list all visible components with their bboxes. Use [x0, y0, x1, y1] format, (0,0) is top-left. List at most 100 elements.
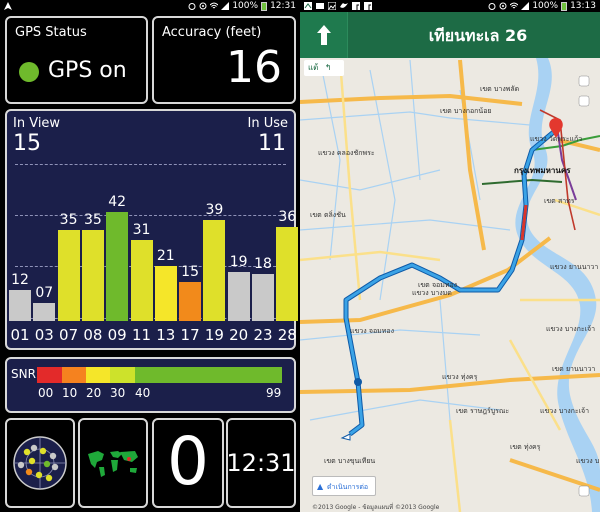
signal-bar: [154, 266, 177, 321]
status-time: 12:31: [270, 1, 296, 11]
signal-bar: [227, 271, 250, 321]
gps-status-panel[interactable]: GPS Status GPS on: [5, 16, 148, 104]
street-name: เทียนทะเล 26: [428, 26, 528, 45]
satellite-prn-label: 13: [156, 326, 176, 344]
snr-color-segment: [110, 367, 135, 383]
signal-value-label: 35: [59, 212, 78, 228]
location-icon: [4, 2, 12, 10]
sky-view-tile[interactable]: [5, 418, 75, 508]
snr-color-segment: [135, 367, 282, 383]
facebook-icon: [352, 2, 360, 10]
signal-value-label: 19: [229, 253, 248, 270]
map-label: แขวง วัดพระแก้ว: [530, 135, 583, 143]
status-time: 13:13: [570, 1, 596, 11]
twitter-icon: [340, 2, 348, 10]
image-icon: [327, 1, 337, 11]
city-label: กรุงเทพมหานคร: [514, 166, 571, 175]
map-label: แขวง บางนา: [576, 457, 600, 465]
gps-icon: [199, 2, 207, 10]
map-label: เขต ตลิ่งชัน: [310, 211, 346, 219]
in-view-label: In View: [13, 116, 61, 131]
snr-tick-label: 30: [110, 386, 126, 400]
clock-tile[interactable]: [226, 418, 296, 508]
snr-tick-label: 10: [62, 386, 78, 400]
map-label: แขวง บางกะเจ้า: [546, 325, 596, 333]
next-turn-label: แต้: [308, 63, 319, 72]
map-label: เขต ราษฎร์บูรณะ: [456, 407, 510, 415]
map-label: แขวง จอมทอง: [350, 327, 395, 335]
snr-color-segment: [62, 367, 86, 383]
clock-value: 12:31: [226, 449, 296, 477]
map-label: แขวง ทุ่งครุ: [442, 373, 478, 381]
signal-value-label: 07: [35, 284, 54, 301]
turn-left-icon: ↰: [324, 63, 332, 72]
map-label: แขวง ยานนาวา: [550, 263, 599, 271]
map-copyright: ©2013 Google - ข้อมูลแผนที่ ©2013 Google: [312, 504, 440, 511]
signal-value-label: 31: [132, 222, 151, 239]
grid-line: [15, 215, 286, 216]
world-map-tile[interactable]: [78, 418, 148, 508]
signal-bar: [33, 302, 56, 321]
alarm-icon: [488, 2, 496, 10]
next-turn-chip[interactable]: แต้ ↰: [304, 60, 344, 76]
signal-bar: [179, 282, 202, 321]
signal-icon: [521, 2, 530, 10]
snr-tick-label: 40: [135, 386, 151, 400]
map-label: แขวง คลองชักพระ: [318, 149, 375, 157]
map-label: เขต ยานนาวา: [552, 365, 596, 373]
facebook-icon: [364, 2, 372, 10]
battery-percent: 100%: [532, 1, 559, 11]
snr-color-segment: [37, 367, 62, 383]
signal-value-label: 21: [156, 248, 175, 265]
satellite-prn-label: 23: [253, 326, 273, 344]
signal-bar: [9, 289, 31, 321]
signal-value-label: 12: [11, 271, 29, 288]
satellite-prn-label: 11: [131, 326, 152, 344]
snr-tick-label: 20: [86, 386, 102, 400]
in-view-count: 15: [13, 131, 41, 156]
signal-bar: [130, 240, 153, 321]
snr-tick-label: 00: [38, 386, 54, 400]
gps-indicator-dot: [19, 62, 39, 82]
count-tile[interactable]: [152, 418, 224, 508]
gps-status-value: GPS on: [48, 58, 127, 83]
signal-bar: [203, 219, 226, 321]
signal-value-label: 36: [278, 209, 297, 226]
accuracy-panel[interactable]: Accuracy (feet) 16: [152, 16, 296, 104]
snr-legend-panel: SNR: [5, 357, 296, 413]
signal-value-label: 15: [181, 264, 199, 280]
wifi-icon: [209, 2, 219, 10]
gps-icon: [499, 2, 507, 10]
map-label: แขวง บางกะเจ้า: [540, 407, 590, 415]
continue-label: ดำเนินการต่อ: [327, 483, 369, 491]
satellite-prn-label: 28: [277, 326, 297, 344]
map-label: เขต บางพลัด: [480, 85, 520, 93]
count-value: 0: [167, 423, 209, 500]
signal-bar: [252, 274, 274, 321]
navigation-arrow-icon: ▲: [317, 482, 324, 491]
snr-color-segment: [86, 367, 110, 383]
satellite-prn-label: 07: [59, 326, 79, 344]
navigation-header: เทียนทะเล 26: [300, 12, 600, 58]
continue-navigation-button[interactable]: ▲ ดำเนินการต่อ: [312, 476, 376, 496]
in-use-count: 11: [258, 131, 286, 156]
turn-direction-button[interactable]: [300, 12, 348, 58]
battery-percent: 100%: [232, 1, 259, 11]
satellite-prn-label: 19: [204, 326, 224, 344]
battery-icon: [561, 1, 568, 11]
gps-status-label: GPS Status: [15, 25, 87, 40]
signal-bar: [276, 227, 299, 321]
alarm-icon: [188, 2, 196, 10]
gps-status-screen: 100% 12:31 GPS Status GPS on Accuracy (f…: [0, 0, 300, 508]
status-bar: 100% 12:31: [0, 0, 300, 12]
grid-line: [15, 164, 286, 165]
signal-bar: [57, 230, 80, 321]
satellite-prn-label: 03: [34, 326, 54, 344]
signal-bar: [106, 211, 129, 321]
maps-icon: [304, 2, 312, 10]
status-bar: 100% 13:13: [300, 0, 600, 12]
map-canvas[interactable]: [300, 0, 600, 512]
signal-value-label: 42: [108, 193, 127, 210]
in-use-label: In Use: [247, 116, 289, 131]
map-label: แขวง บางมด: [412, 289, 452, 297]
